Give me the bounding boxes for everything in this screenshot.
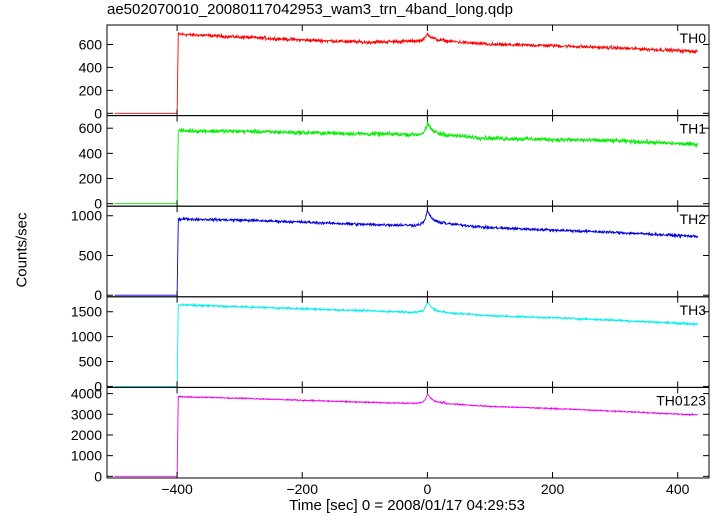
th3-light-curve <box>114 300 698 387</box>
th0-y-tick-label: 200 <box>79 82 103 98</box>
th0123-y-tick-label: 2000 <box>71 427 102 443</box>
th0-light-curve <box>114 31 699 114</box>
th3-panel-frame <box>106 296 710 388</box>
th1-y-tick-label: 600 <box>79 120 103 136</box>
th0123-y-tick-label: 1000 <box>71 448 102 464</box>
th2-y-tick-label: 0 <box>94 287 102 303</box>
th0123-panel-label: TH0123 <box>656 392 706 408</box>
x-tick-label: −400 <box>161 481 193 497</box>
th0123-y-tick-label: 0 <box>94 468 102 484</box>
th3-panel-label: TH3 <box>680 302 707 318</box>
th2-panel-label: TH2 <box>680 211 707 227</box>
x-tick-label: 400 <box>666 481 690 497</box>
th1-y-tick-label: 200 <box>79 171 103 187</box>
th0123-y-tick-label: 3000 <box>71 406 102 422</box>
th0-y-tick-label: 0 <box>94 105 102 121</box>
x-tick-label: −200 <box>286 481 318 497</box>
x-axis-label: Time [sec] 0 = 2008/01/17 04:29:53 <box>289 497 525 514</box>
th1-panel-frame <box>106 115 710 207</box>
th3-y-tick-label: 1000 <box>71 329 102 345</box>
th2-light-curve <box>114 209 699 296</box>
th0123-panel-frame <box>106 386 710 479</box>
th0-panel-frame <box>106 24 710 117</box>
th0-y-tick-label: 400 <box>79 59 103 75</box>
th3-y-tick-label: 1500 <box>71 304 102 320</box>
th0123-light-curve <box>114 393 698 477</box>
th1-y-tick-label: 400 <box>79 145 103 161</box>
th2-y-tick-label: 1000 <box>71 208 102 224</box>
th0-panel-label: TH0 <box>680 30 707 46</box>
th1-panel-label: TH1 <box>680 121 707 137</box>
th3-y-tick-label: 500 <box>79 354 103 370</box>
th1-light-curve <box>114 121 699 205</box>
x-tick-label: 200 <box>541 481 565 497</box>
th1-y-tick-label: 0 <box>94 196 102 212</box>
chart-title: ae502070010_20080117042953_wam3_trn_4ban… <box>107 1 513 18</box>
th0123-y-tick-label: 4000 <box>71 386 102 402</box>
x-tick-label: 0 <box>424 481 432 497</box>
th3-y-tick-label: 0 <box>94 378 102 394</box>
th2-y-tick-label: 500 <box>79 247 103 263</box>
th0-y-tick-label: 600 <box>79 36 103 52</box>
